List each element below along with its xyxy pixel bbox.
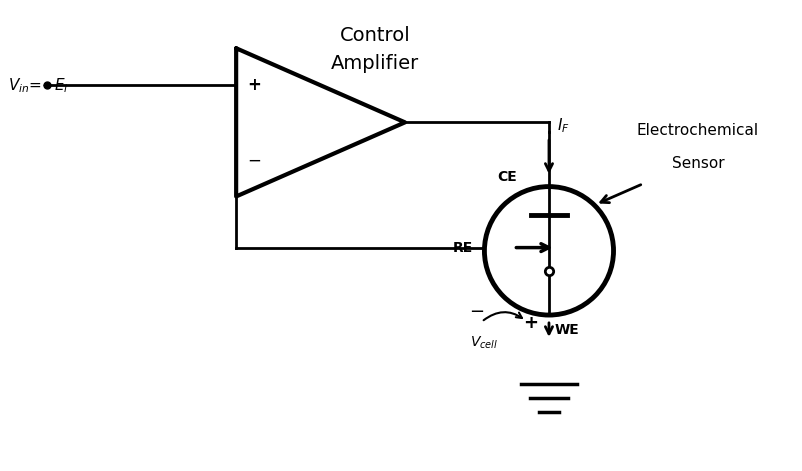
Text: WE: WE [554,323,579,337]
Text: Electrochemical: Electrochemical [636,123,758,138]
Text: $I_F$: $I_F$ [557,116,569,135]
Text: $-$: $-$ [468,301,484,319]
Text: $-$: $-$ [247,150,261,169]
Text: +: + [523,314,538,332]
Text: Amplifier: Amplifier [330,54,419,73]
Text: +: + [247,76,261,94]
Text: RE: RE [452,241,472,255]
Text: Sensor: Sensor [670,156,723,171]
Text: Control: Control [339,26,410,45]
Text: $V_{cell}$: $V_{cell}$ [469,334,497,351]
Text: CE: CE [496,170,516,184]
Text: $V_{in}$=−$E_i$: $V_{in}$=−$E_i$ [8,76,68,95]
